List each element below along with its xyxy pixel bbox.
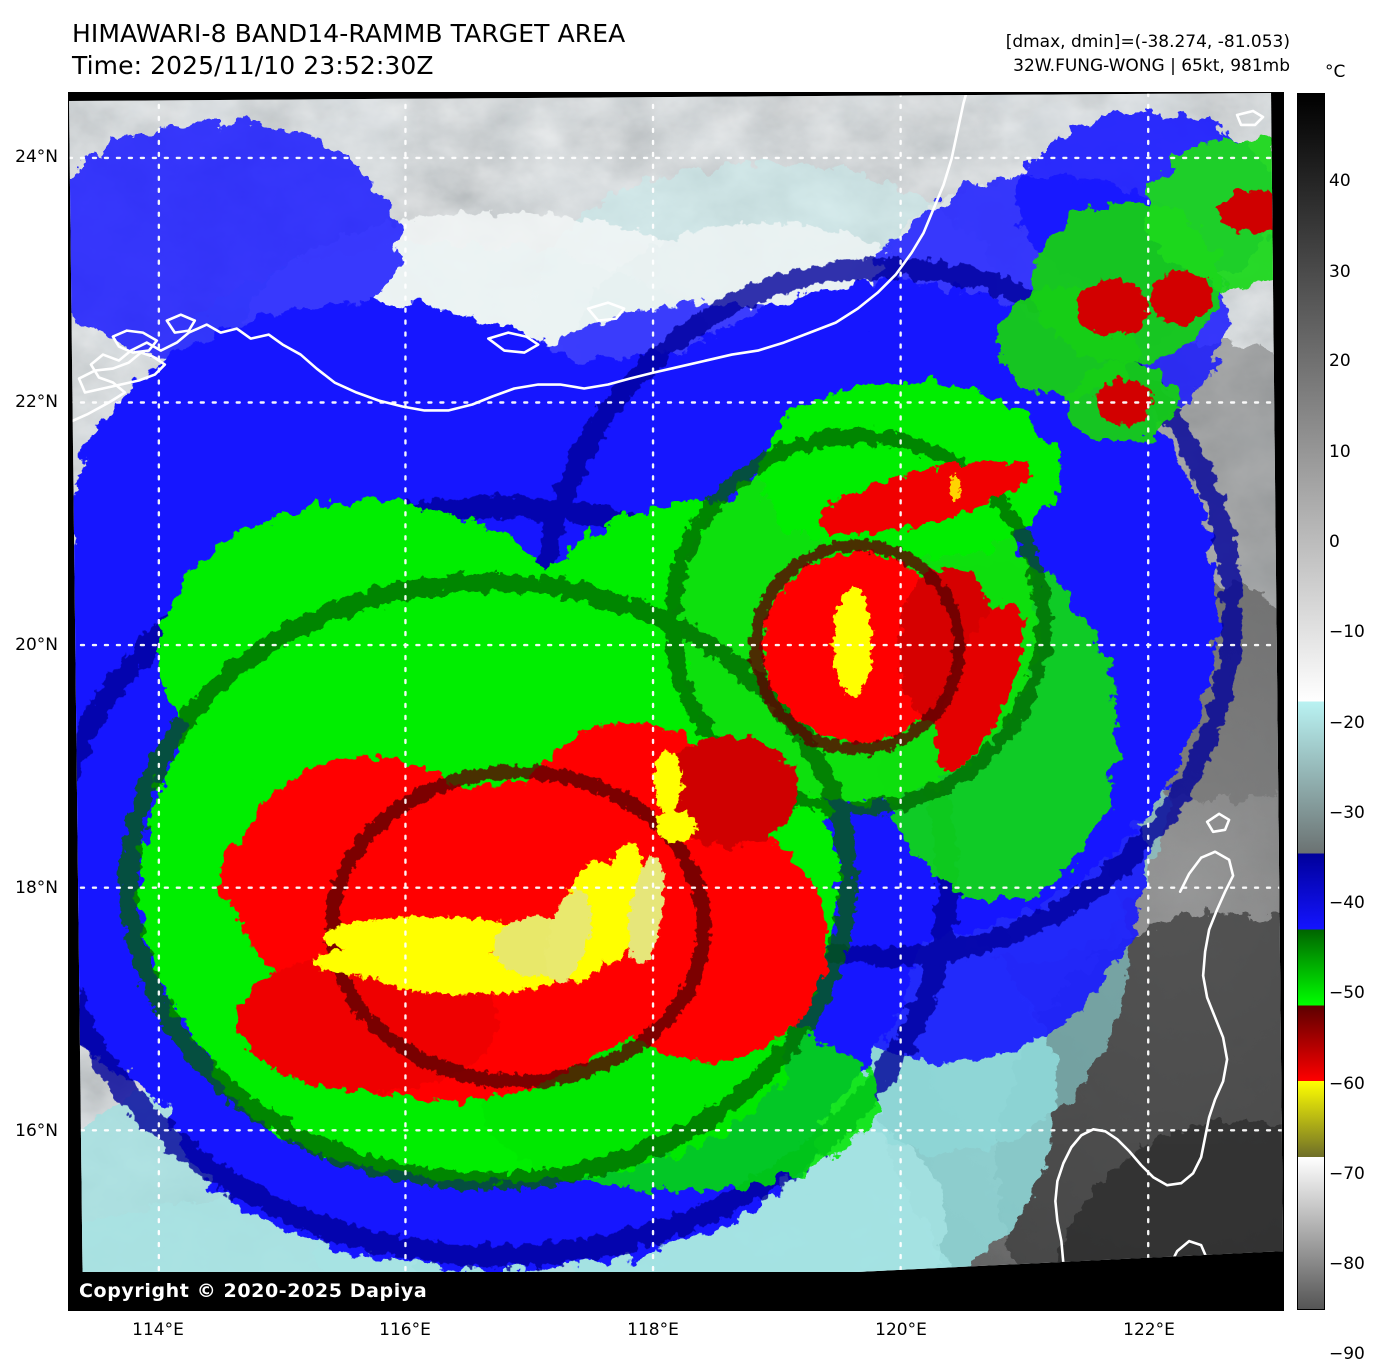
- lat-label-22n: 22°N: [15, 392, 58, 412]
- lat-label-16n: 16°N: [15, 1121, 58, 1141]
- cbar-tick-10: 10: [1329, 442, 1351, 462]
- cbar-tick-0: 0: [1329, 532, 1340, 552]
- scan-metadata: [dmax, dmin]=(-38.274, -81.053) 32W.FUNG-…: [1006, 30, 1290, 78]
- cbar-tick-20: 20: [1329, 351, 1351, 371]
- page-title: HIMAWARI-8 BAND14-RAMMB TARGET AREA Time:…: [72, 18, 625, 82]
- cbar-tick-40: 40: [1329, 171, 1351, 191]
- lat-label-24n: 24°N: [15, 147, 58, 167]
- cbar-tick-neg10: −10: [1329, 622, 1365, 642]
- cbar-tick-neg60: −60: [1329, 1074, 1365, 1094]
- colorbar-unit-label: °C: [1325, 62, 1346, 82]
- copyright-text: Copyright © 2020-2025 Dapiya: [79, 1280, 428, 1302]
- lat-label-20n: 20°N: [15, 635, 58, 655]
- colorbar-gradient: [1298, 94, 1324, 1309]
- red-dark-edges: [325, 539, 966, 1089]
- lat-label-18n: 18°N: [15, 878, 58, 898]
- lon-label-120e: 120°E: [875, 1320, 927, 1340]
- satellite-map[interactable]: Copyright © 2020-2025 Dapiya: [68, 92, 1284, 1311]
- storm-intensity-readout: 32W.FUNG-WONG | 65kt, 981mb: [1013, 56, 1290, 77]
- lon-label-114e: 114°E: [132, 1320, 184, 1340]
- copyright-bar: Copyright © 2020-2025 Dapiya: [69, 1272, 1283, 1310]
- cbar-tick-neg70: −70: [1329, 1164, 1365, 1184]
- coldest-tops-yellow: [313, 474, 961, 995]
- title-line-1: HIMAWARI-8 BAND14-RAMMB TARGET AREA: [72, 19, 626, 48]
- cbar-tick-30: 30: [1329, 262, 1351, 282]
- green-dark-edges: [119, 428, 1051, 1191]
- title-line-2: Time: 2025/11/10 23:52:30Z: [72, 51, 434, 80]
- graticule: [69, 93, 1283, 1310]
- temperature-colorbar[interactable]: [1297, 93, 1325, 1310]
- cbar-tick-neg20: −20: [1329, 713, 1365, 733]
- lon-label-122e: 122°E: [1123, 1320, 1175, 1340]
- cbar-tick-neg30: −30: [1329, 803, 1365, 823]
- dmax-dmin-readout: [dmax, dmin]=(-38.274, -81.053): [1005, 32, 1290, 52]
- cbar-tick-neg50: −50: [1329, 983, 1365, 1003]
- cbar-tick-neg40: −40: [1329, 893, 1365, 913]
- lon-label-118e: 118°E: [627, 1320, 679, 1340]
- scan-swath: [69, 93, 1283, 1310]
- map-raster: [69, 93, 1283, 1310]
- lon-label-116e: 116°E: [379, 1320, 431, 1340]
- cbar-tick-neg90: −90: [1329, 1344, 1365, 1364]
- cbar-tick-neg80: −80: [1329, 1254, 1365, 1274]
